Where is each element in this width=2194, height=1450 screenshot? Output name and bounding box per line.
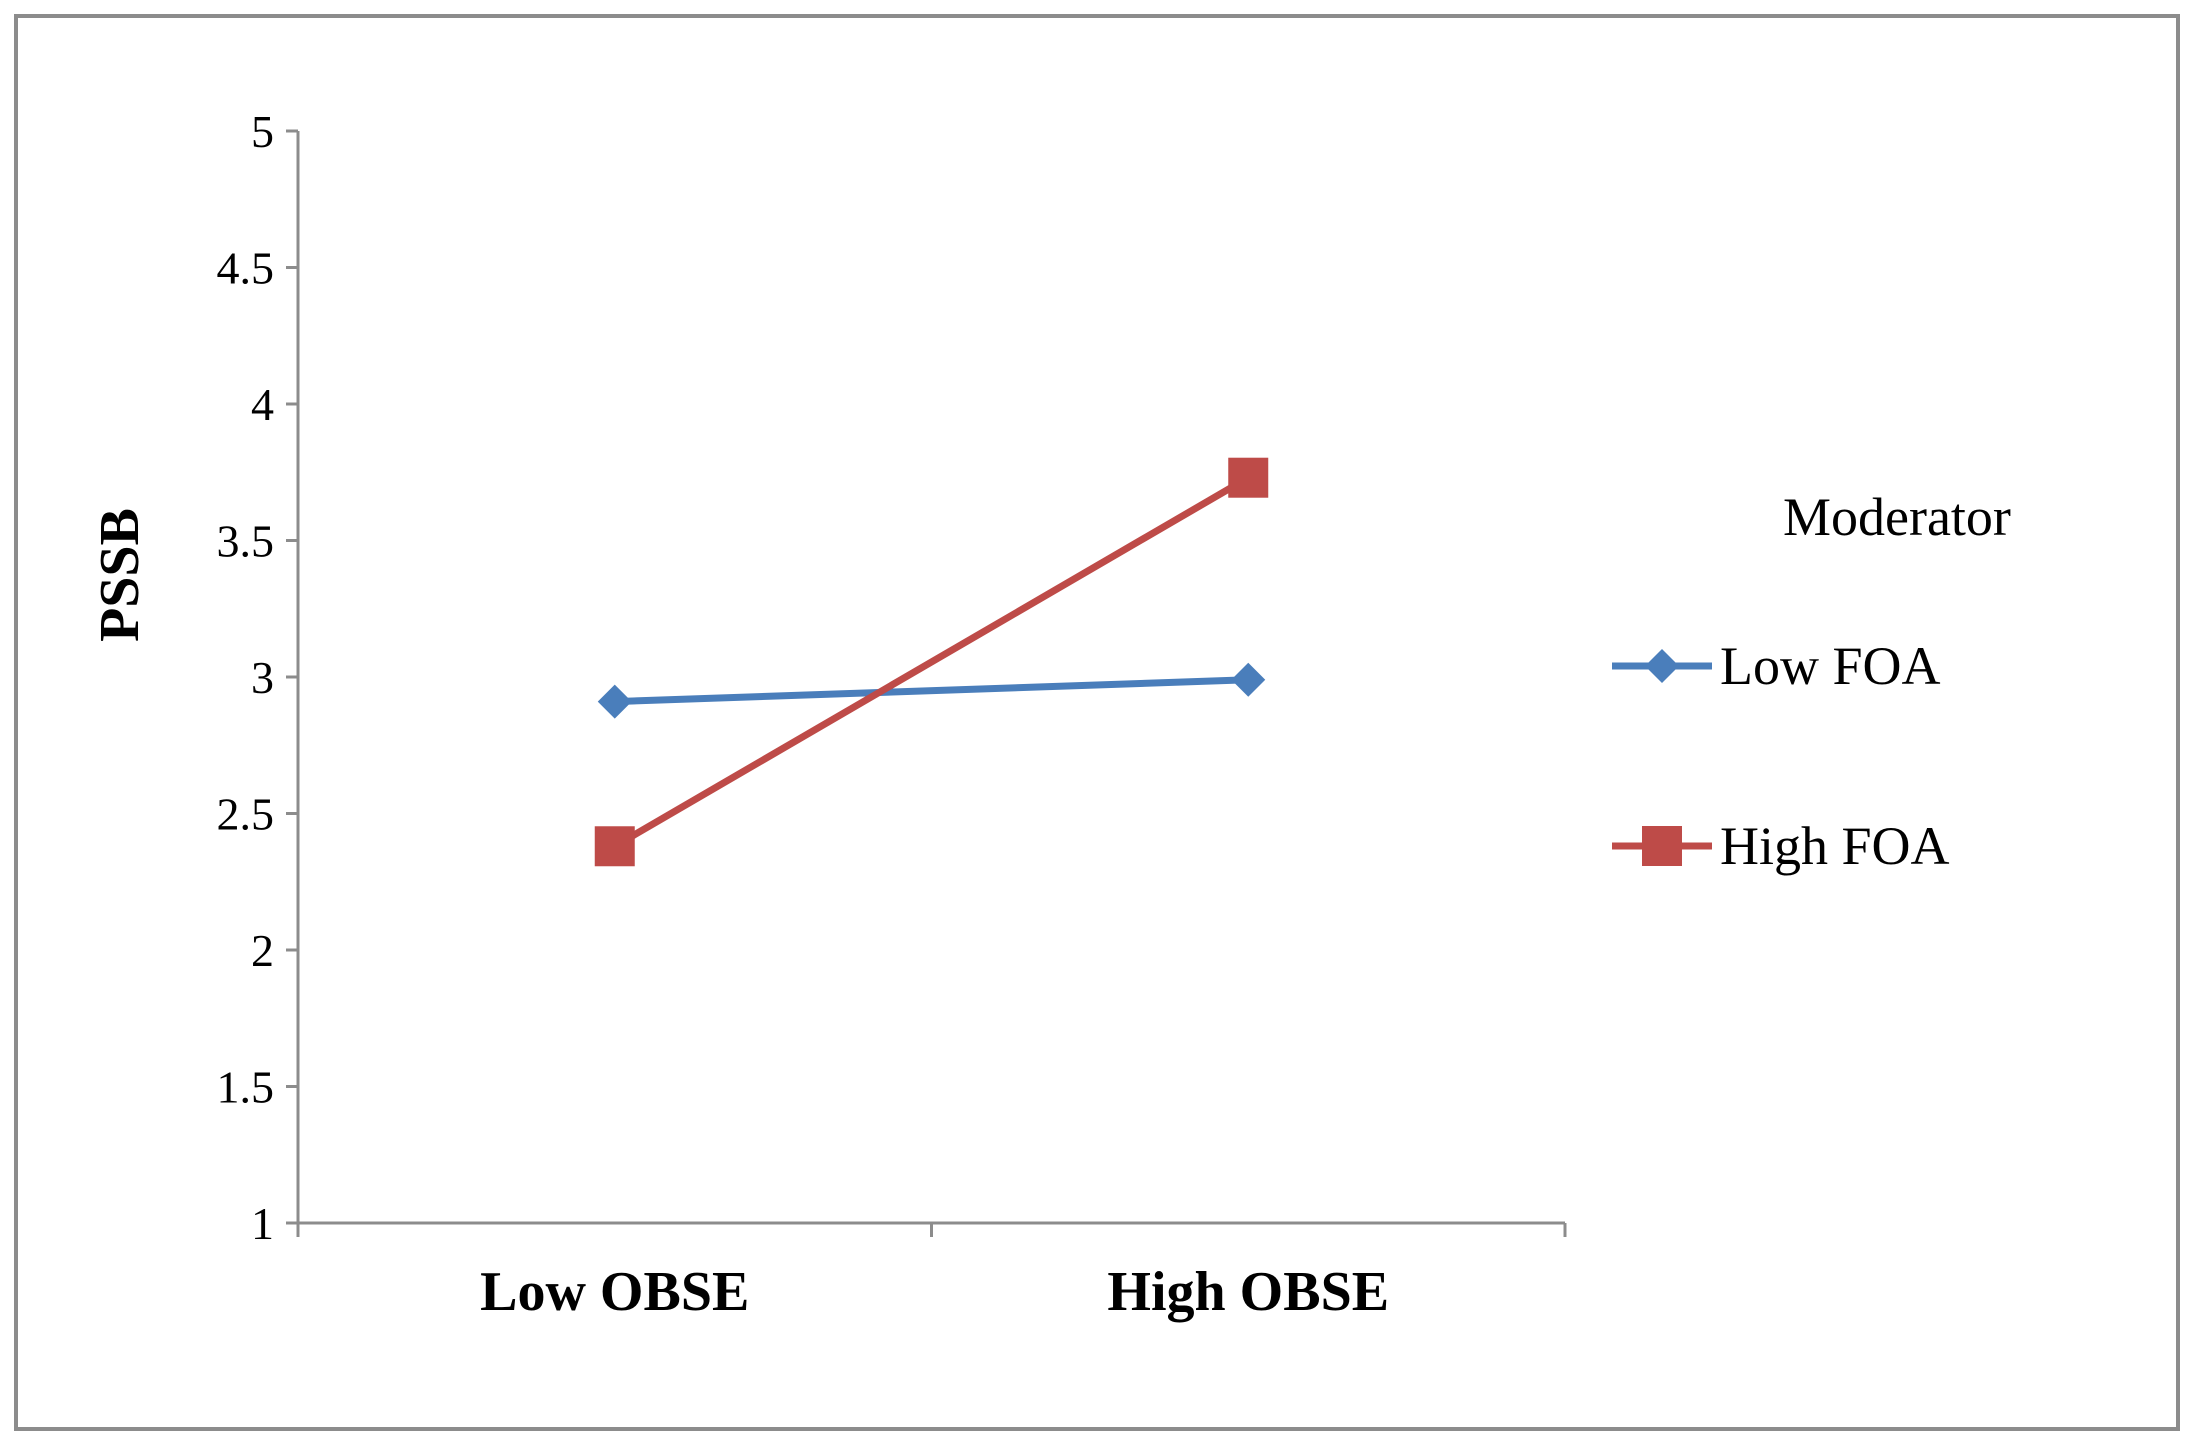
y-ticks: 1 1.5 2 2.5 3 3.5 4 4.5 5 xyxy=(217,106,298,1249)
data-point xyxy=(1231,662,1266,697)
legend-marker xyxy=(1642,826,1682,866)
legend-marker xyxy=(1645,649,1679,683)
y-tick-label: 5 xyxy=(251,106,274,157)
series-line xyxy=(614,676,1249,706)
data-point xyxy=(1228,457,1269,498)
data-point xyxy=(594,826,635,867)
legend-label: High FOA xyxy=(1720,816,1950,876)
y-tick-label: 3 xyxy=(251,652,274,703)
y-tick-label: 2.5 xyxy=(217,789,275,840)
x-category-label: Low OBSE xyxy=(480,1261,749,1323)
y-tick-label: 4.5 xyxy=(217,243,275,294)
legend: Moderator Low FOA High FOA xyxy=(1612,487,2011,876)
series-line xyxy=(612,474,1251,850)
y-tick-label: 4 xyxy=(251,379,274,430)
legend-item: Low FOA xyxy=(1612,636,1941,696)
y-tick-label: 1.5 xyxy=(217,1062,275,1113)
y-tick-label: 1 xyxy=(251,1198,274,1249)
data-point xyxy=(597,684,632,719)
y-axis-title: PSSB xyxy=(89,508,151,642)
chart-border xyxy=(14,14,2180,1431)
series-layer xyxy=(594,457,1269,867)
legend-item: High FOA xyxy=(1612,816,1950,876)
legend-title: Moderator xyxy=(1783,487,2011,547)
legend-items: Low FOA High FOA xyxy=(1612,636,1950,876)
x-category-label: High OBSE xyxy=(1107,1261,1389,1323)
y-tick-label: 2 xyxy=(251,925,274,976)
x-ticks: Low OBSE High OBSE xyxy=(296,1223,1567,1323)
legend-label: Low FOA xyxy=(1720,636,1941,696)
y-tick-label: 3.5 xyxy=(217,516,275,567)
